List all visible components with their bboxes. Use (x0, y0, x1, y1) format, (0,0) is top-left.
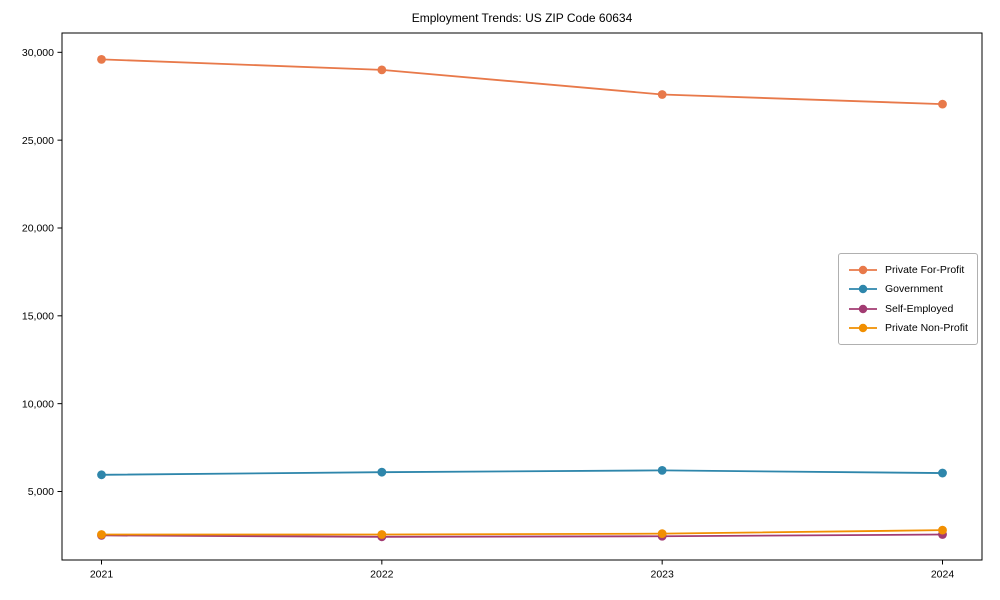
chart-title: Employment Trends: US ZIP Code 60634 (411, 11, 633, 25)
y-axis-tick-label: 30,000 (22, 47, 54, 59)
data-point-private-for-profit (657, 90, 667, 99)
series-line-private-non-profit (100, 529, 944, 536)
data-point-private-for-profit (97, 54, 106, 64)
series-line-government (100, 469, 944, 476)
data-point-government (97, 470, 106, 480)
data-point-government (657, 466, 667, 475)
y-axis-tick-label: 10,000 (22, 398, 54, 410)
series-line-private-for-profit (100, 58, 944, 106)
data-point-private-non-profit (377, 530, 387, 539)
x-axis-tick-label: 2023 (650, 569, 674, 581)
y-axis-tick-label: 15,000 (22, 310, 54, 322)
legend: Private For-Profit Government Self-Employe… (838, 253, 978, 345)
x-axis-tick-label: 2024 (931, 569, 955, 581)
legend-item: Private Non-Profit (848, 319, 969, 339)
y-axis-tick-label: 25,000 (22, 135, 54, 147)
data-point-private-for-profit (377, 65, 387, 75)
data-point-government (377, 467, 387, 477)
legend-item: Government (848, 280, 969, 300)
legend-line-marker-icon (849, 324, 877, 333)
data-point-private-non-profit (657, 529, 667, 539)
legend-item: Self-Employed (848, 299, 969, 319)
legend-line-marker-icon (849, 304, 877, 313)
legend-item: Private For-Profit (848, 260, 969, 280)
legend-label: Private Non-Profit (885, 322, 968, 335)
legend-line-marker-icon (849, 265, 877, 274)
x-axis-tick-label: 2022 (370, 569, 394, 581)
data-point-private-non-profit (97, 530, 106, 539)
plot-border (61, 32, 983, 561)
data-point-private-non-profit (938, 525, 947, 535)
data-point-government (938, 468, 947, 478)
data-point-private-for-profit (938, 99, 947, 109)
legend-label: Government (885, 283, 943, 296)
y-axis-tick-label: 5,000 (28, 486, 54, 498)
y-axis-tick-label: 20,000 (22, 223, 54, 235)
legend-label: Self-Employed (885, 302, 954, 315)
series-line-self-employed (100, 533, 944, 538)
x-axis-tick-label: 2021 (90, 569, 114, 581)
legend-line-marker-icon (849, 285, 877, 294)
legend-label: Private For-Profit (885, 263, 965, 276)
